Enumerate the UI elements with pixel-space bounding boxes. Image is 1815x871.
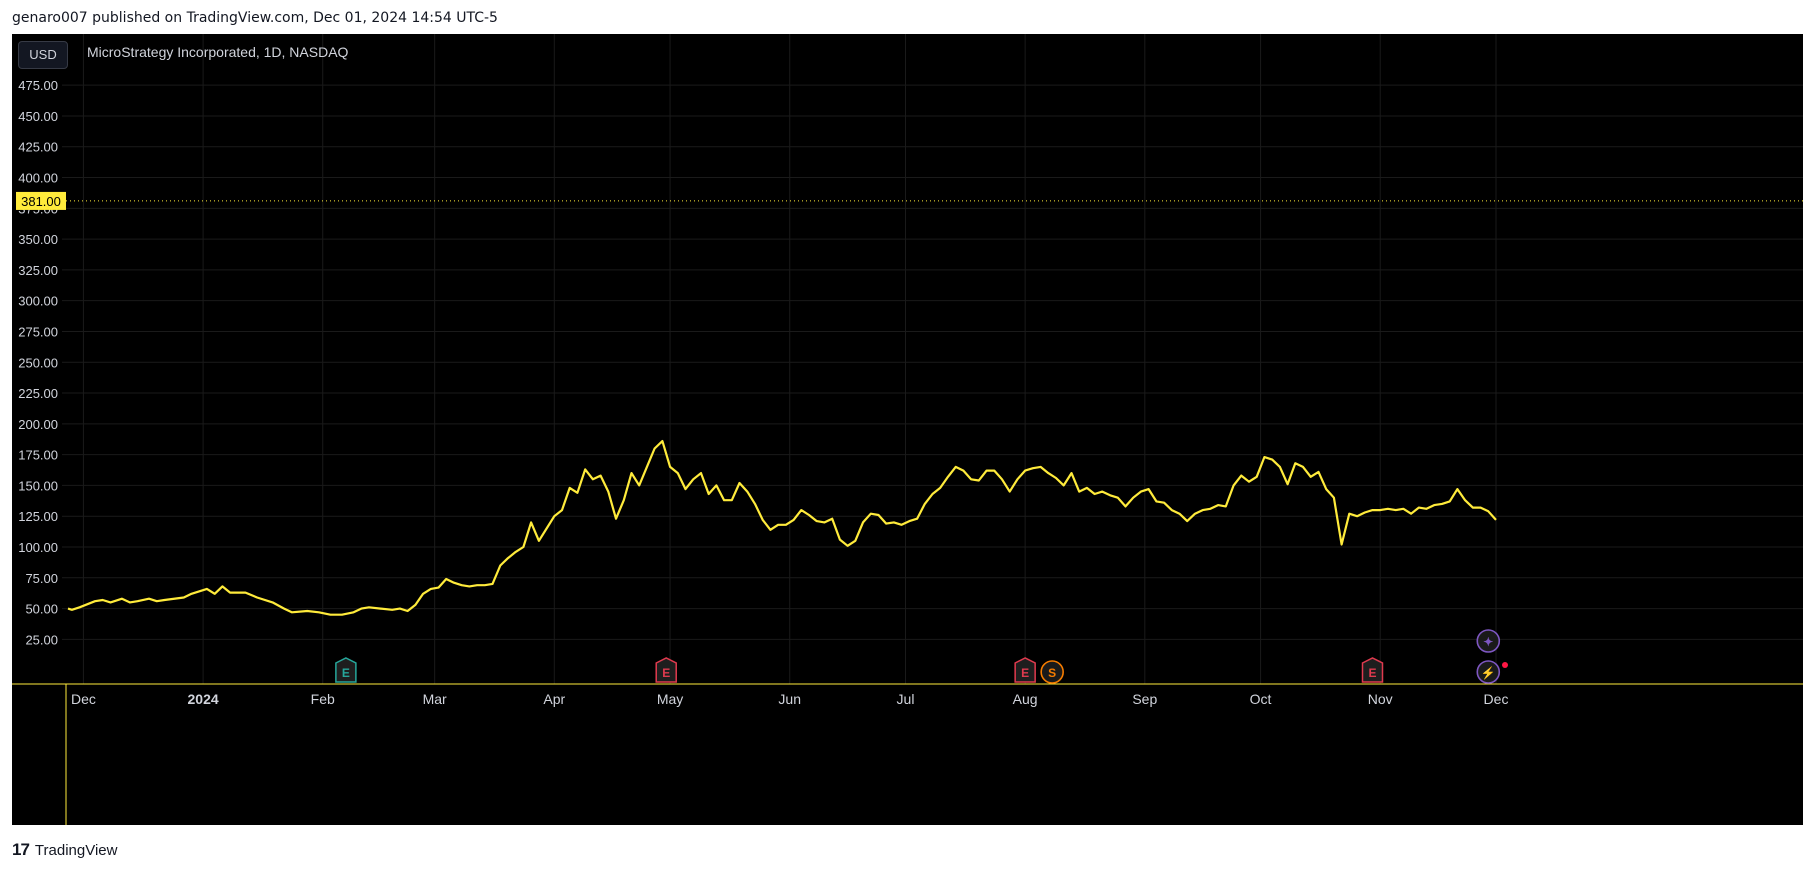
x-tick-label: Sep (1132, 691, 1157, 707)
split-event-icon (1040, 660, 1064, 684)
brand-name: TradingView (34, 841, 118, 859)
x-tick-label: Jul (897, 691, 915, 707)
y-tick-label: 250.00 (18, 355, 58, 370)
event-icon-label: E (342, 666, 350, 680)
x-tick-label: May (657, 691, 683, 707)
price-chart[interactable]: 475.00450.00425.00400.00375.00350.00325.… (12, 34, 1803, 825)
y-tick-label: 225.00 (18, 386, 58, 401)
y-tick-label: 325.00 (18, 263, 58, 278)
x-tick-label: Aug (1013, 691, 1038, 707)
y-tick-label: 425.00 (18, 140, 58, 155)
x-tick-label: Nov (1368, 691, 1393, 707)
tradingview-logo-icon: 17 (12, 840, 30, 859)
x-tick-label: Jun (778, 691, 801, 707)
y-tick-label: 125.00 (18, 509, 58, 524)
x-tick-label: Oct (1250, 691, 1272, 707)
event-icon-label: E (1021, 666, 1029, 680)
y-tick-label: 25.00 (25, 632, 58, 647)
event-icon (1476, 660, 1501, 684)
y-tick-label: 300.00 (18, 294, 58, 309)
y-tick-label: 175.00 (18, 448, 58, 463)
y-tick-label: 200.00 (18, 417, 58, 432)
x-tick-label: Apr (543, 691, 565, 707)
x-tick-label: Feb (311, 691, 335, 707)
event-icon-label: ⚡ (1481, 666, 1496, 680)
y-tick-label: 400.00 (18, 171, 58, 186)
price-line-series (67, 440, 1497, 616)
notification-dot-icon (1502, 662, 1508, 668)
event-icon (1476, 629, 1501, 653)
y-tick-label: 350.00 (18, 232, 58, 247)
chart-panel[interactable]: 475.00450.00425.00400.00375.00350.00325.… (12, 34, 1803, 825)
earnings-event-icon (655, 657, 677, 683)
last-price-label: 381.00 (21, 194, 61, 209)
y-tick-label: 150.00 (18, 478, 58, 493)
currency-button[interactable]: USD (18, 41, 68, 69)
y-tick-label: 275.00 (18, 324, 58, 339)
x-tick-label: Dec (1484, 691, 1509, 707)
x-tick-label: Mar (423, 691, 447, 707)
event-icon-label: ✦ (1483, 635, 1493, 649)
earnings-event-icon (335, 657, 357, 683)
published-info: genaro007 published on TradingView.com, … (12, 10, 498, 26)
y-tick-label: 75.00 (25, 571, 58, 586)
y-tick-label: 100.00 (18, 540, 58, 555)
event-icon-label: S (1048, 666, 1056, 680)
earnings-event-icon (1014, 657, 1036, 683)
last-price-badge (16, 191, 66, 210)
x-tick-label: 2024 (188, 691, 219, 707)
x-tick-label: Dec (71, 691, 96, 707)
footer-brand[interactable]: 17 TradingView (12, 840, 117, 860)
event-icon-label: E (1368, 666, 1376, 680)
y-tick-label: 450.00 (18, 109, 58, 124)
earnings-event-icon (1361, 657, 1384, 683)
symbol-title: MicroStrategy Incorporated, 1D, NASDAQ (87, 44, 349, 60)
y-tick-label: 475.00 (18, 78, 58, 93)
event-icon-label: E (662, 666, 670, 680)
y-tick-label: 50.00 (25, 602, 58, 617)
